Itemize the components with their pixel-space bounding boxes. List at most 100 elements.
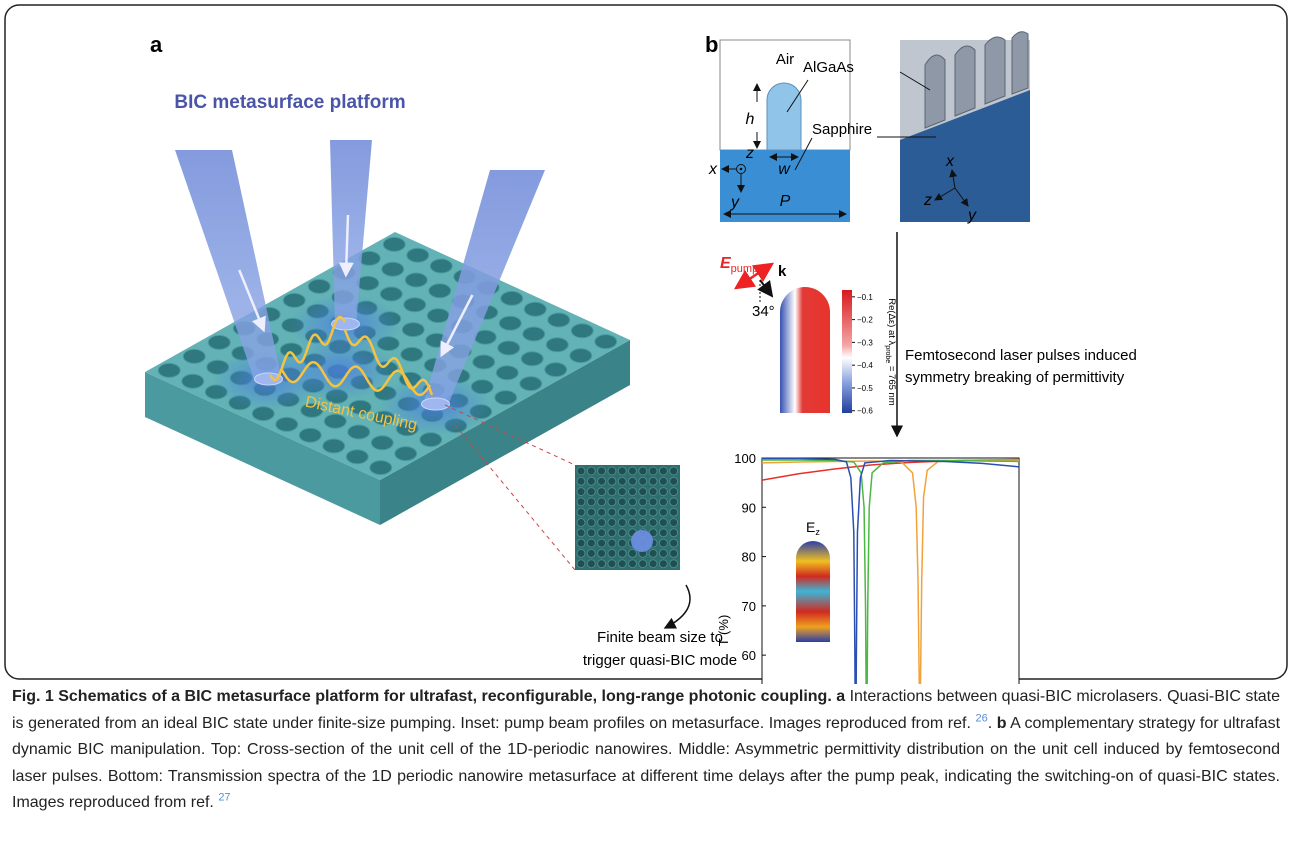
inset-hole — [577, 560, 585, 568]
hole — [427, 309, 449, 323]
colorbar-label: Re(Δε) at λprobe = 765 nm — [884, 298, 897, 406]
inset-hole — [587, 508, 595, 516]
inset-hole — [577, 539, 585, 547]
inset-hole — [670, 519, 678, 527]
hole — [380, 287, 402, 301]
inset-hole — [587, 467, 595, 475]
hole — [348, 425, 370, 439]
hole — [524, 302, 546, 316]
inset-hole — [608, 539, 616, 547]
hole — [383, 237, 405, 251]
panel-title: BIC metasurface platform — [174, 92, 405, 113]
hole — [495, 391, 517, 405]
caption: Fig. 1 Schematics of a BIC metasurface p… — [12, 684, 1280, 817]
hole — [404, 298, 426, 312]
panel-b: b Air AlGaAs Sapphire h w P x z y x z y … — [705, 32, 1137, 436]
inset-hole — [618, 560, 626, 568]
label: z — [923, 192, 932, 209]
inset-hole — [670, 529, 678, 537]
hole — [346, 450, 368, 464]
inset-hole — [608, 477, 616, 485]
hole — [208, 335, 230, 349]
inset-hole — [649, 560, 657, 568]
inset-beam — [631, 530, 653, 552]
inset-hole — [618, 539, 626, 547]
label: z — [745, 145, 754, 162]
inset-hole — [577, 467, 585, 475]
inset-hole — [618, 467, 626, 475]
colorbar-tick-label: −0.5 — [857, 384, 873, 393]
hole — [357, 276, 379, 290]
inset-hole — [587, 488, 595, 496]
hole — [405, 273, 427, 287]
inset-hole — [649, 467, 657, 475]
inset-hole — [577, 477, 585, 485]
inset-hole — [577, 508, 585, 516]
inset-hole — [629, 477, 637, 485]
hole — [382, 262, 404, 276]
inset-hole — [608, 488, 616, 496]
hole — [496, 366, 518, 380]
inset-hole — [608, 560, 616, 568]
hole — [499, 316, 521, 330]
pointer-arrow — [665, 585, 690, 628]
inset-hole — [598, 508, 606, 516]
colorbar-tick-label: −0.3 — [857, 338, 873, 347]
hole — [323, 439, 345, 453]
inset-hole — [608, 508, 616, 516]
inset-hole — [608, 498, 616, 506]
inset-hole — [598, 477, 606, 485]
hole — [520, 377, 542, 391]
inset-hole — [577, 488, 585, 496]
inset-hole — [598, 539, 606, 547]
label: Air — [776, 51, 794, 68]
field-map — [780, 287, 830, 413]
inset-hole — [598, 519, 606, 527]
arrow-text: Femtosecond laser pulses induced — [905, 347, 1137, 364]
inset-hole — [598, 549, 606, 557]
inset-hole — [659, 508, 667, 516]
label: E — [806, 519, 815, 535]
inset-hole — [618, 529, 626, 537]
hole — [401, 347, 423, 361]
label: y — [730, 194, 740, 211]
y-tick-label: 60 — [742, 648, 756, 663]
hole — [548, 313, 570, 327]
hole — [570, 349, 592, 363]
pump-label: Epump — [720, 255, 758, 275]
inset-hole — [649, 508, 657, 516]
label: x — [708, 161, 718, 178]
inset-hole — [629, 498, 637, 506]
inset-hole — [608, 467, 616, 475]
inset-hole — [587, 529, 595, 537]
inset-hole — [649, 519, 657, 527]
y-tick-label: 100 — [734, 451, 756, 466]
inset-caption: Finite beam size to — [597, 629, 723, 646]
inset-hole — [577, 549, 585, 557]
hole — [407, 248, 429, 262]
hole — [370, 461, 392, 475]
inset-hole — [649, 488, 657, 496]
label: k — [778, 263, 787, 280]
hole — [182, 374, 204, 388]
hole — [521, 352, 543, 366]
inset-caption: trigger quasi-BIC mode — [583, 652, 737, 669]
hole — [501, 291, 523, 305]
label: Re(Δε) at λ — [886, 298, 897, 345]
inset-hole — [639, 477, 647, 485]
inset-hole — [598, 560, 606, 568]
inset-hole — [659, 519, 667, 527]
hole — [523, 327, 545, 341]
caption-ref: 27 — [218, 792, 230, 804]
arrow-text: symmetry breaking of permittivity — [905, 369, 1125, 386]
label: Sapphire — [812, 121, 872, 138]
inset-hole — [587, 477, 595, 485]
colorbar-tick-label: −0.4 — [857, 361, 873, 370]
inset-hole — [639, 498, 647, 506]
label: 34° — [752, 303, 775, 320]
inset-hole — [629, 467, 637, 475]
inset-hole — [659, 498, 667, 506]
inset-hole — [670, 498, 678, 506]
inset-hole — [618, 549, 626, 557]
inset-hole — [577, 519, 585, 527]
